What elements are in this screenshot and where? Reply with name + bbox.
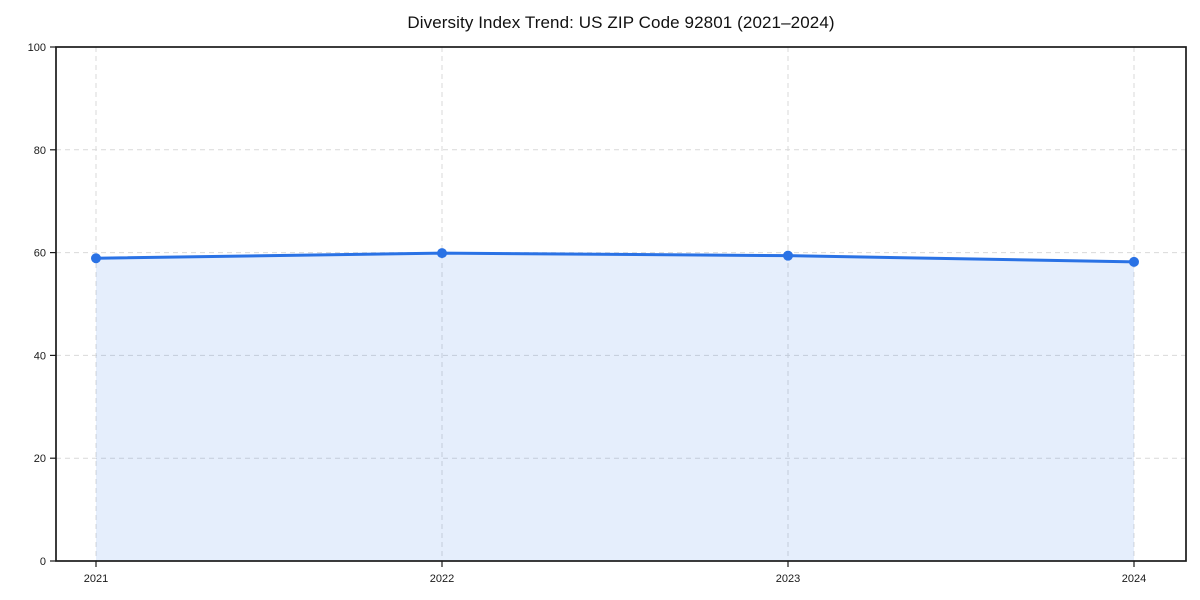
x-tick-label: 2023: [776, 573, 800, 585]
x-tick-label: 2024: [1122, 573, 1146, 585]
trend-line: [94, 251, 1136, 264]
x-tick-label: 2021: [84, 573, 108, 585]
data-point-marker: [783, 250, 793, 261]
y-tick-label: 60: [34, 248, 46, 260]
y-tick-label: 100: [28, 42, 46, 54]
y-tick-label: 0: [40, 556, 46, 568]
chart-title: Diversity Index Trend: US ZIP Code 92801…: [407, 13, 835, 32]
plot-border: [55, 46, 1187, 562]
x-tick-label: 2022: [430, 573, 454, 585]
data-point-marker: [1129, 256, 1139, 267]
data-point-marker: [91, 253, 101, 264]
y-tick-label: 40: [34, 350, 46, 362]
data-point-marker: [437, 248, 447, 259]
y-tick-label: 20: [34, 453, 46, 465]
y-tick-label: 80: [34, 145, 46, 157]
area-fill: [96, 253, 1134, 561]
